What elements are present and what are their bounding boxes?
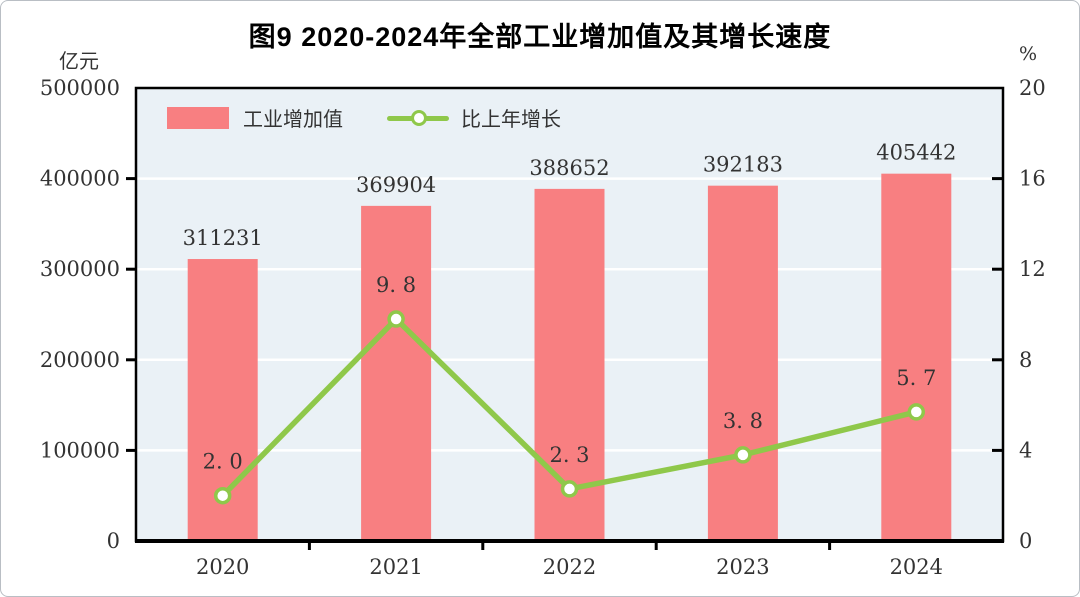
rate-label-2021: 9. 8 bbox=[376, 273, 416, 297]
line-marker-2023 bbox=[734, 446, 752, 464]
right-axis-unit-label: % bbox=[1018, 43, 1037, 65]
bar-2021 bbox=[361, 205, 432, 541]
left-axis-unit-label: 亿元 bbox=[59, 49, 99, 73]
legend-line-swatch bbox=[387, 107, 449, 129]
right-axis-tick-label: 0 bbox=[1019, 529, 1032, 553]
left-axis-tick-label: 0 bbox=[107, 529, 120, 553]
bar-2024 bbox=[881, 173, 952, 541]
x-axis-label-2023: 2023 bbox=[716, 555, 769, 579]
right-axis-tick-label: 8 bbox=[1019, 348, 1032, 372]
line-marker-2021 bbox=[387, 310, 405, 328]
x-axis-label-2024: 2024 bbox=[890, 555, 943, 579]
bar-value-label-2024: 405442 bbox=[876, 141, 956, 165]
chart-title: 图9 2020-2024年全部工业增加值及其增长速度 bbox=[248, 22, 832, 52]
right-axis-tick-label: 20 bbox=[1019, 76, 1046, 100]
bar-value-label-2022: 388652 bbox=[529, 156, 609, 180]
bar-value-label-2021: 369904 bbox=[356, 173, 436, 197]
legend-line-marker-icon bbox=[411, 109, 427, 126]
legend-line-label: 比上年增长 bbox=[461, 107, 561, 131]
left-axis-tick-label: 300000 bbox=[40, 257, 120, 281]
right-axis-tick-label: 4 bbox=[1019, 438, 1032, 462]
line-marker-2024 bbox=[907, 403, 926, 421]
bar-value-label-2020: 311231 bbox=[183, 226, 263, 250]
x-axis-label-2021: 2021 bbox=[369, 555, 422, 579]
right-axis-tick-label: 16 bbox=[1019, 167, 1046, 191]
x-axis-label-2022: 2022 bbox=[543, 555, 596, 579]
left-axis-tick-label: 500000 bbox=[40, 76, 120, 100]
bar-value-label-2023: 392183 bbox=[703, 153, 783, 177]
bar-2023 bbox=[707, 185, 778, 542]
chart-legend: 工业增加值 比上年增长 bbox=[167, 103, 561, 132]
left-axis-tick-label: 400000 bbox=[40, 167, 120, 191]
rate-label-2020: 2. 0 bbox=[203, 450, 243, 474]
rate-label-2023: 3. 8 bbox=[723, 409, 763, 433]
left-axis-tick-label: 100000 bbox=[40, 438, 120, 462]
right-axis-tick-label: 12 bbox=[1019, 257, 1046, 281]
legend-bar-label: 工业增加值 bbox=[243, 107, 343, 131]
x-axis-label-2020: 2020 bbox=[196, 555, 249, 579]
legend-bar-swatch bbox=[167, 106, 229, 129]
line-marker-2020 bbox=[213, 486, 232, 505]
rate-label-2022: 2. 3 bbox=[549, 443, 589, 467]
line-marker-2022 bbox=[560, 480, 579, 498]
left-axis-tick-label: 200000 bbox=[40, 348, 120, 372]
rate-label-2024: 5. 7 bbox=[896, 366, 936, 390]
